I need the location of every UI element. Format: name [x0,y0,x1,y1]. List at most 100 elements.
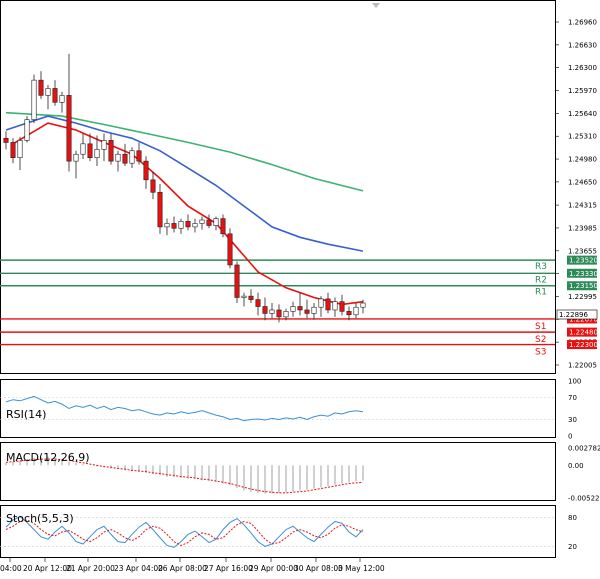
candle-bear [150,179,156,193]
candle-bull [164,223,170,228]
candle-bull [318,298,324,308]
level-price-tag [567,268,597,278]
rsi-panel [0,379,556,438]
macd-title: MACD(12,26,9) [6,451,90,464]
rsi-title: RSI(14) [6,408,46,421]
time-tick-label: 29 Apr 00:00 [249,564,298,573]
candle-bull [360,302,366,308]
time-tick-label: 3 May 12:00 [338,564,385,573]
current-price-label: 1.22896 [559,311,588,319]
candle-bull [24,119,30,141]
moving-averages [5,111,364,306]
level-label-s3: S3 [535,348,546,358]
level-price-text: 1.22670 [569,315,598,323]
rsi-tick-label: 100 [568,378,581,386]
level-label-r3: R3 [535,262,547,272]
candle-bear [185,221,191,228]
ma-fast-line [12,122,364,306]
price-tick-label: 1.26300 [568,64,597,72]
rsi-tick-label: 0 [568,433,572,441]
candle-bear [248,295,254,300]
candle-bull [115,153,121,162]
candle-bull [353,306,359,316]
candle-bull [45,88,51,96]
level-price-text: 1.22480 [569,329,598,337]
stoch-tick-label: 80 [568,514,577,522]
level-price-text: 1.23330 [569,270,598,278]
macd-signal-line [5,458,364,494]
time-tick-label: 26 Apr 08:00 [158,564,207,573]
candle-bull [59,95,65,103]
candle-bull [311,306,317,314]
candle-bear [38,79,44,96]
level-price-text: 1.23150 [569,282,598,290]
stoch-tick-label: 20 [568,543,577,551]
rsi-line [5,395,364,422]
stoch-panel [0,505,556,558]
candle-bear [122,153,128,164]
pivot-levels: R3 1.23520 R2 1.23330 R1 1.23150 S1 1.22670 S2 1.… [0,255,598,358]
candle-bear [346,311,352,316]
candle-bear [143,160,149,181]
candle-bear [220,218,226,235]
price-tick-label: 1.22005 [568,362,597,370]
candle-bull [241,295,247,298]
level-price-tag [567,255,597,265]
candle-bear [255,299,261,307]
candle-bear [3,137,9,143]
time-tick-label: 21 Apr 20:00 [66,564,115,573]
ma-mid-line [5,115,364,252]
candle-bull [80,143,86,155]
stoch-main-line [5,516,364,548]
candle-bull [17,140,23,158]
level-label-r1: R1 [535,288,547,298]
price-tick-label: 1.25970 [568,87,597,95]
ma-slow-line [5,111,364,192]
rsi-tick-label: 70 [568,394,577,402]
candle-bear [234,264,240,298]
level-price-text: 1.23520 [569,257,598,265]
level-price-tag [567,281,597,291]
current-price-tag: 1.22896 [556,309,598,320]
candle-bear [227,233,233,266]
price-tick-label: 1.26630 [568,41,597,49]
time-tick-label: 04:00 [0,564,22,573]
candle-bull [129,150,135,164]
candle-bear [304,309,310,314]
candle-bull [269,309,275,314]
time-tick-label: 20 Apr 12:00 [23,564,72,573]
candle-bull [283,311,289,318]
price-tick-label: 1.26960 [568,19,597,27]
main-chart-panel [0,0,556,374]
stoch-signal-line [5,519,364,546]
price-tick-label: 1.25310 [568,133,597,141]
candle-bear [157,191,163,228]
candle-bear [108,140,114,162]
candle-bear [262,306,268,314]
price-tick-label: 1.24650 [568,178,597,186]
macd-indicator: 0.002782 0.00 -0.00522 [5,445,600,503]
candle-bear [10,142,16,158]
stoch-title: Stoch(5,5,3) [6,512,74,525]
candle-bear [66,95,72,162]
candle-bear [87,143,93,158]
candle-bull [332,301,338,311]
candle-bull [192,223,198,228]
price-tick-label: 1.23985 [568,224,597,232]
price-tick-label: 1.22995 [568,293,597,301]
scroll-marker-icon[interactable] [372,3,380,8]
candle-bear [325,298,331,311]
level-label-s2: S2 [535,335,546,345]
candlesticks [3,53,366,323]
time-tick-label: 23 Apr 04:00 [114,564,163,573]
candle-bull [213,218,219,226]
candle-bear [52,88,58,103]
candle-bear [297,306,303,311]
macd-tick-label: -0.00522 [568,495,599,503]
level-label-r2: R2 [535,275,547,285]
candle-bear [136,150,142,162]
price-tick-label: 1.24315 [568,202,597,210]
candle-bull [73,153,79,162]
level-label-s1: S1 [535,322,546,332]
